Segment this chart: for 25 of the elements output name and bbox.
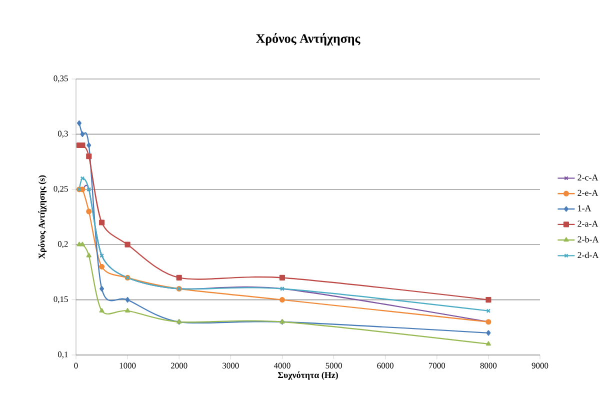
x-tick-label: 8000 xyxy=(480,362,497,368)
legend-label: 2-d-A xyxy=(578,252,599,258)
x-tick-label: 1000 xyxy=(120,362,136,368)
legend-label: 2-b-A xyxy=(578,236,599,242)
x-tick-label: 7000 xyxy=(428,362,446,368)
y-tick-label: 0,3 xyxy=(58,130,68,138)
y-tick-label: 0,35 xyxy=(54,76,68,82)
x-tick-label: 2000 xyxy=(171,362,188,368)
x-tick-label: 4000 xyxy=(274,362,290,368)
x-tick-label: 9000 xyxy=(532,362,548,368)
x-tick-label: 3000 xyxy=(222,362,239,368)
chart-title: Χρόνος Αντήχησης xyxy=(256,33,360,46)
y-tick-label: 0,2 xyxy=(58,241,68,248)
legend-label: 2-c-A xyxy=(578,174,598,180)
legend-label: 1-A xyxy=(578,205,592,212)
x-axis-title: Συχνότητα (Hz) xyxy=(278,371,338,380)
y-tick-label: 0,1 xyxy=(58,352,68,358)
legend-label: 2-a-A xyxy=(578,220,598,227)
y-tick-label: 0,15 xyxy=(54,296,68,304)
legend-label: 2-e-A xyxy=(578,190,598,196)
x-tick-label: 0 xyxy=(74,362,78,368)
x-tick-label: 5000 xyxy=(326,362,342,368)
y-axis-title: Χρόνος Αντήχησης (s) xyxy=(38,175,47,259)
y-tick-label: 0,25 xyxy=(54,186,68,193)
x-tick-label: 6000 xyxy=(377,362,394,368)
